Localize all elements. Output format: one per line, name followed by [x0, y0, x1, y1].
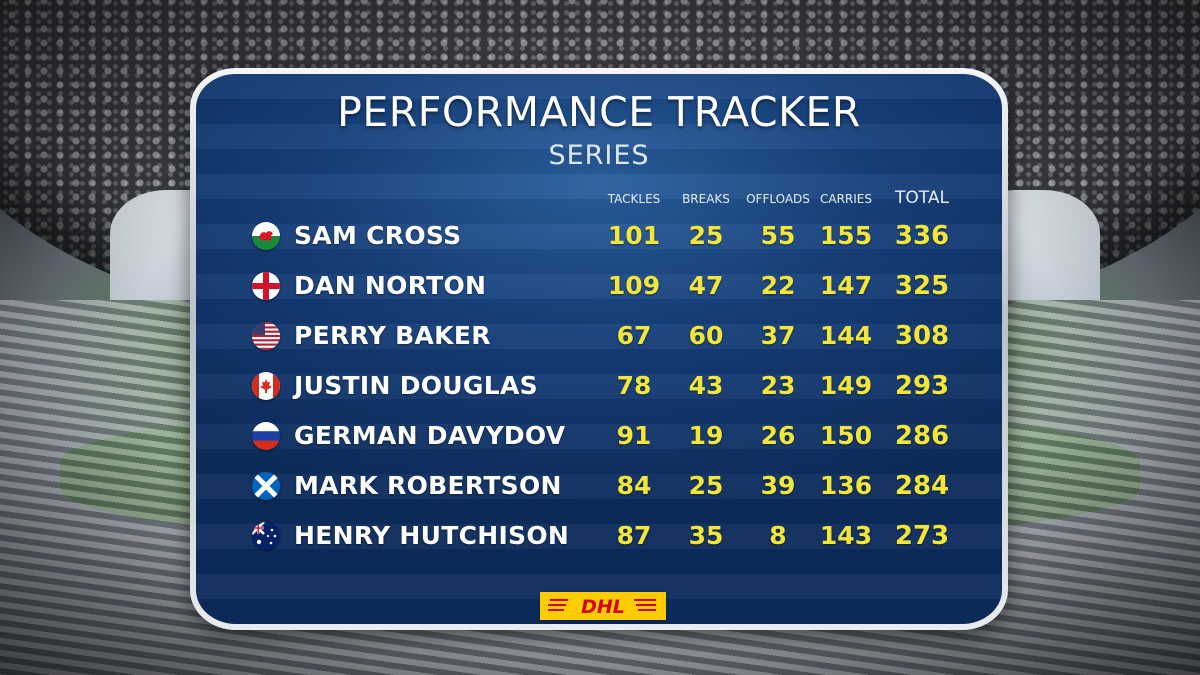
stat-carries: 147	[819, 271, 873, 300]
player-name: JUSTIN DOUGLAS	[294, 371, 538, 400]
stat-offloads: 26	[760, 421, 796, 450]
stat-offloads: 8	[769, 521, 787, 550]
stat-offloads: 39	[760, 471, 796, 500]
table-row: SAM CROSS 101 25 55 155 336	[196, 218, 1002, 262]
stat-carries: 150	[819, 421, 873, 450]
header-tackles: TACKLES	[607, 192, 661, 206]
stat-offloads: 55	[760, 221, 796, 250]
stat-carries: 155	[819, 221, 873, 250]
table-row: DAN NORTON 109 47 22 147 325	[196, 268, 1002, 312]
player-name: HENRY HUTCHISON	[294, 521, 570, 550]
table-row: JUSTIN DOUGLAS 78 43 23 149 293	[196, 368, 1002, 412]
stat-total: 293	[894, 371, 950, 401]
stat-carries: 143	[819, 521, 873, 550]
player-name: PERRY BAKER	[294, 321, 491, 350]
stat-total: 286	[894, 421, 950, 451]
wales-flag-icon	[252, 222, 280, 250]
stat-offloads: 37	[760, 321, 796, 350]
stat-total: 284	[894, 471, 950, 501]
dhl-logo-text: DHL	[581, 596, 625, 616]
stat-carries: 149	[819, 371, 873, 400]
stat-total: 308	[894, 321, 950, 351]
stat-breaks: 43	[688, 371, 724, 400]
canada-flag-icon	[252, 372, 280, 400]
england-flag-icon	[252, 272, 280, 300]
stat-offloads: 22	[760, 271, 796, 300]
scotland-flag-icon	[252, 472, 280, 500]
stat-tackles: 109	[607, 271, 661, 300]
stat-breaks: 60	[688, 321, 724, 350]
stat-tackles: 101	[607, 221, 661, 250]
table-row: GERMAN DAVYDOV 91 19 26 150 286	[196, 418, 1002, 462]
stat-tackles: 67	[616, 321, 652, 350]
player-name: SAM CROSS	[294, 221, 462, 250]
stat-tackles: 87	[616, 521, 652, 550]
table-row: HENRY HUTCHISON 87 35 8 143 273	[196, 518, 1002, 562]
dhl-logo: DHL	[540, 592, 666, 620]
table-row: MARK ROBERTSON 84 25 39 136 284	[196, 468, 1002, 512]
stat-carries: 136	[819, 471, 873, 500]
board-title: PERFORMANCE TRACKER	[337, 88, 861, 136]
board-panel: PERFORMANCE TRACKER SERIES TACKLES BREAK…	[196, 74, 1002, 624]
stat-tackles: 91	[616, 421, 652, 450]
stat-breaks: 35	[688, 521, 724, 550]
stat-tackles: 84	[616, 471, 652, 500]
russia-flag-icon	[252, 422, 280, 450]
header-offloads: OFFLOADS	[746, 192, 810, 206]
stat-breaks: 19	[688, 421, 724, 450]
dhl-logo-mark: DHL	[548, 596, 656, 616]
player-name: MARK ROBERTSON	[294, 471, 562, 500]
stat-breaks: 25	[688, 471, 724, 500]
stat-carries: 144	[819, 321, 873, 350]
stat-offloads: 23	[760, 371, 796, 400]
performance-board: PERFORMANCE TRACKER SERIES TACKLES BREAK…	[190, 68, 1008, 630]
stat-breaks: 25	[688, 221, 724, 250]
header-total: TOTAL	[895, 188, 949, 208]
header-breaks: BREAKS	[682, 192, 730, 206]
stat-breaks: 47	[688, 271, 724, 300]
header-carries: CARRIES	[819, 192, 872, 206]
australia-flag-icon	[252, 522, 280, 550]
board-subtitle: SERIES	[548, 140, 650, 171]
player-name: DAN NORTON	[294, 271, 487, 300]
stat-total: 325	[894, 271, 950, 301]
usa-flag-icon	[252, 322, 280, 350]
stat-total: 273	[894, 521, 950, 551]
stat-total: 336	[894, 221, 950, 251]
table-row: PERRY BAKER 67 60 37 144 308	[196, 318, 1002, 362]
stat-tackles: 78	[616, 371, 652, 400]
player-name: GERMAN DAVYDOV	[294, 421, 566, 450]
